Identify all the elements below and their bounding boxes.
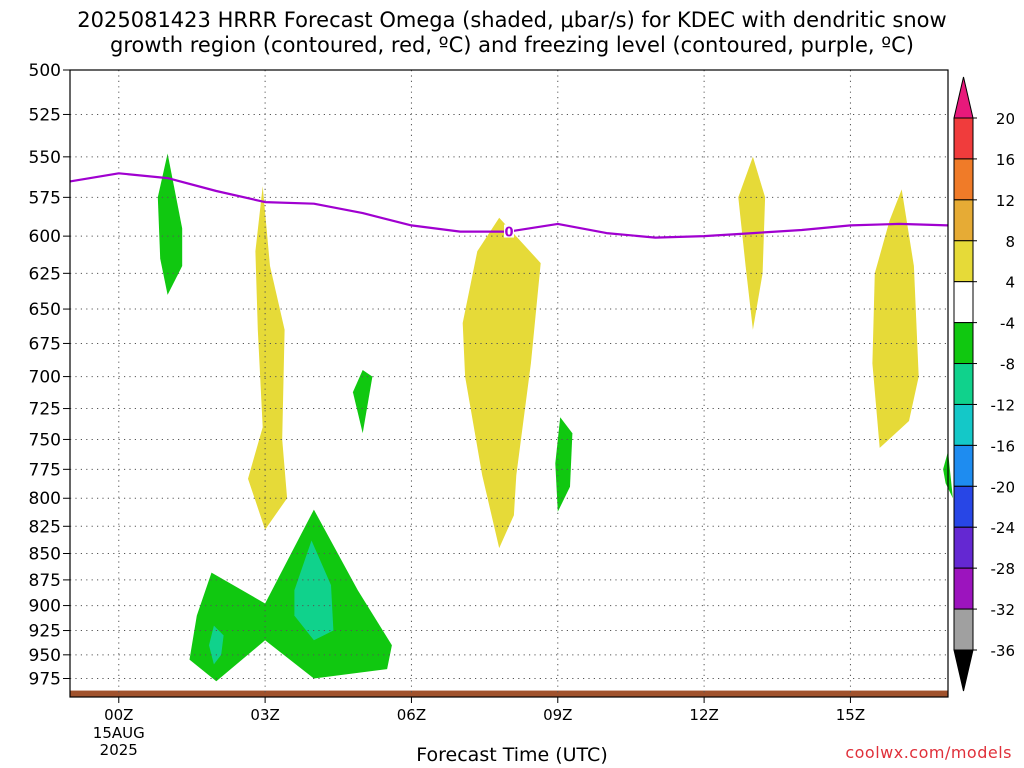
x-tick-label: 06Z: [397, 706, 426, 724]
colorbar: 20 16 12 8 4 -4 -8 -12 -16 -20 -24 -28 -32 -36: [953, 76, 1016, 692]
colorbar-label: -4: [1000, 315, 1015, 333]
omega-shading: [157, 153, 953, 682]
colorbar-bin: [953, 199, 974, 242]
y-tick-label: 600: [29, 227, 61, 247]
y-tick-label: 925: [29, 622, 61, 642]
colorbar-label: -20: [991, 478, 1016, 496]
x-axis-label: Forecast Time (UTC): [416, 744, 608, 766]
ground-band: [70, 690, 948, 697]
y-tick-label: 750: [29, 430, 61, 450]
colorbar-bin: [953, 444, 974, 487]
y-tick-label: 525: [29, 105, 61, 125]
x-tick-label: 00Z: [104, 706, 133, 724]
y-tick-label: 725: [29, 400, 61, 420]
y-axis: 500 525 550 575 600 625 650 675 700 725 750 775 800 8…: [29, 61, 70, 689]
colorbar-label: -24: [991, 519, 1016, 537]
colorbar-bin: [953, 567, 974, 610]
y-tick-label: 875: [29, 571, 61, 591]
omega-region-9: [189, 509, 392, 682]
x-tick-label: 15Z: [836, 706, 865, 724]
y-tick-label: 950: [29, 646, 61, 666]
omega-region-5: [157, 153, 183, 295]
colorbar-top-arrow: [953, 76, 974, 119]
colorbar-bin: [953, 117, 974, 160]
x-tick-year: 2025: [100, 741, 138, 759]
colorbar-bin: [953, 526, 974, 569]
x-tick-label: 03Z: [250, 706, 279, 724]
colorbar-label: 16: [996, 151, 1015, 169]
omega-region-10: [294, 540, 334, 641]
colorbar-bin: [953, 322, 974, 365]
x-tick-date: 15AUG: [93, 724, 145, 742]
colorbar-label: 4: [1005, 274, 1015, 292]
colorbar-label: 12: [996, 192, 1015, 210]
y-tick-label: 575: [29, 188, 61, 208]
colorbar-bin: [953, 281, 974, 324]
freezing-level-series: 0: [69, 172, 949, 241]
colorbar-bottom-arrow: [953, 649, 974, 692]
plot-frame: [69, 69, 949, 698]
colorbar-bin: [953, 240, 974, 283]
colorbar-label: -36: [991, 642, 1016, 660]
chart-title-line-2: growth region (contoured, red, ºC) and f…: [110, 33, 914, 57]
x-tick-label: 12Z: [689, 706, 718, 724]
freezing-level-label: 0: [504, 226, 513, 241]
colorbar-bin: [953, 403, 974, 446]
colorbar-label: -8: [1000, 356, 1015, 374]
colorbar-label: 20: [996, 110, 1015, 128]
y-tick-label: 500: [29, 61, 61, 81]
y-tick-label: 650: [29, 300, 61, 320]
y-tick-label: 825: [29, 517, 61, 537]
colorbar-bin: [953, 485, 974, 528]
omega-region-4: [872, 189, 919, 448]
omega-region-7: [555, 417, 573, 512]
colorbar-bin: [953, 608, 974, 651]
y-tick-label: 775: [29, 460, 61, 480]
omega-region-3: [738, 156, 766, 330]
y-tick-label: 700: [29, 368, 61, 388]
y-tick-label: 800: [29, 489, 61, 509]
site-credit: coolwx.com/models: [845, 743, 1012, 762]
colorbar-label: -16: [991, 437, 1016, 455]
y-tick-label: 900: [29, 597, 61, 617]
grid-lines: [70, 69, 948, 697]
y-tick-label: 850: [29, 544, 61, 564]
omega-region-6: [352, 370, 373, 434]
ground-fill: [70, 690, 948, 697]
chart-title-line-1: 2025081423 HRRR Forecast Omega (shaded, …: [77, 8, 947, 32]
chart-title: 2025081423 HRRR Forecast Omega (shaded, …: [0, 8, 1024, 58]
x-tick-label: 09Z: [543, 706, 572, 724]
colorbar-label: 8: [1005, 233, 1015, 251]
omega-region-2: [462, 217, 541, 549]
y-tick-label: 975: [29, 669, 61, 689]
colorbar-label: -28: [991, 560, 1016, 578]
colorbar-bin: [953, 158, 974, 201]
y-tick-label: 550: [29, 148, 61, 168]
omega-region-1: [248, 186, 288, 530]
freezing-level-label-bg: [504, 224, 514, 238]
colorbar-label: -12: [991, 396, 1016, 414]
colorbar-label: -32: [991, 601, 1016, 619]
colorbar-bin: [953, 363, 974, 405]
y-tick-label: 675: [29, 334, 61, 354]
omega-region-11: [209, 625, 224, 665]
y-tick-label: 625: [29, 264, 61, 284]
